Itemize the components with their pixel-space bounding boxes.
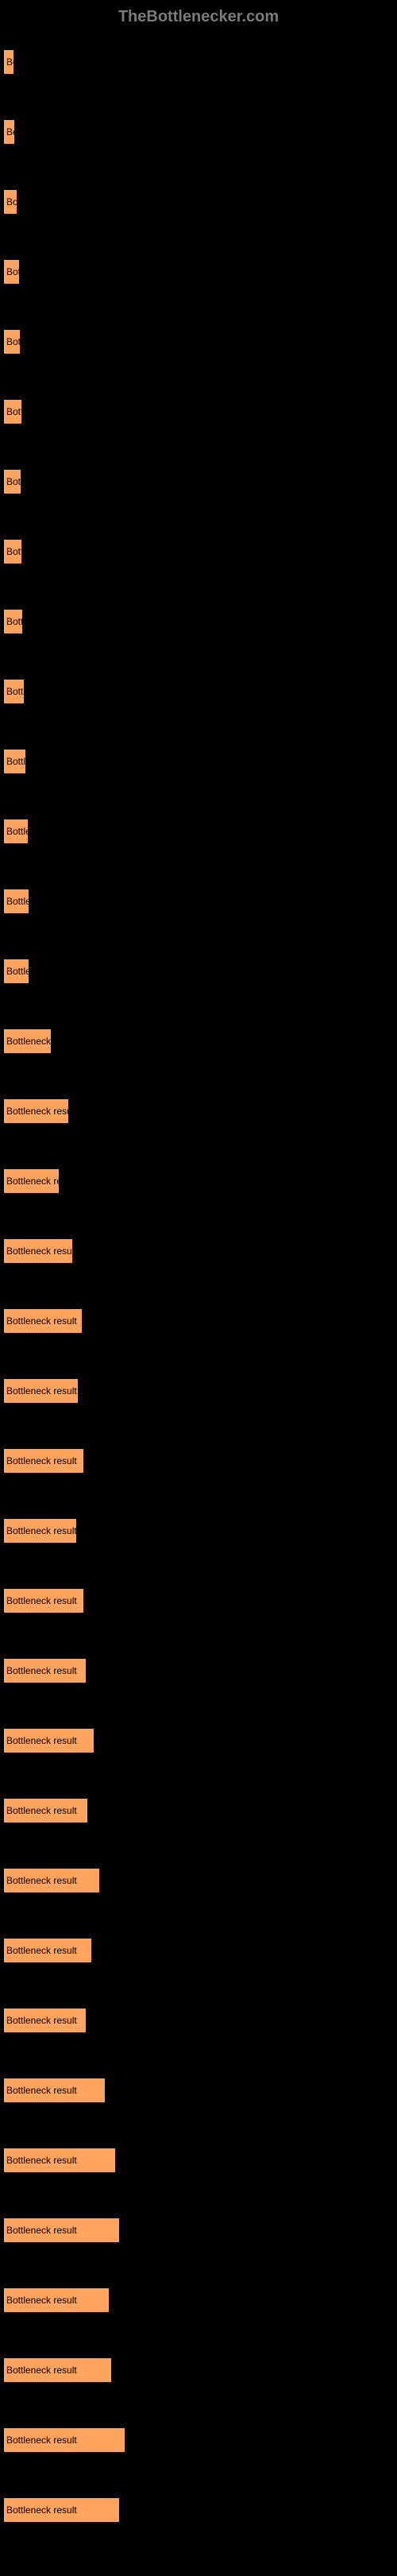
bar-label: Bottleneck result	[6, 2365, 77, 2376]
bar-label: Bottleneck result	[6, 56, 77, 68]
bar-row: Bottleneck result	[4, 1589, 393, 1613]
bar-label: Bottleneck result	[6, 1805, 77, 1816]
bar-label: Bottleneck result	[6, 1036, 77, 1047]
bar-label: Bottleneck result	[6, 616, 77, 627]
bar-label: Bottleneck result	[6, 966, 77, 977]
bar-label: Bottleneck result	[6, 546, 77, 557]
bar-row: Bottleneck result	[4, 1029, 393, 1053]
bar-row: Bottleneck result	[4, 750, 393, 773]
bar-label: Bottleneck result	[6, 686, 77, 697]
bar-label: Bottleneck result	[6, 2504, 77, 2516]
bar-label: Bottleneck result	[6, 1525, 77, 1536]
bar-row: Bottleneck result	[4, 2009, 393, 2032]
bar-row: Bottleneck result	[4, 2498, 393, 2522]
bar-row: Bottleneck result	[4, 1449, 393, 1473]
bar-label: Bottleneck result	[6, 1106, 77, 1117]
bar-row: Bottleneck result	[4, 2148, 393, 2172]
bar-label: Bottleneck result	[6, 196, 77, 207]
bar-row: Bottleneck result	[4, 1519, 393, 1543]
bar-row: Bottleneck result	[4, 330, 393, 354]
bar-row: Bottleneck result	[4, 1869, 393, 1892]
bar-label: Bottleneck result	[6, 896, 77, 907]
bar-label: Bottleneck result	[6, 2015, 77, 2026]
bar-row: Bottleneck result	[4, 819, 393, 843]
bar-row: Bottleneck result	[4, 1659, 393, 1683]
bar-row: Bottleneck result	[4, 400, 393, 424]
bar-label: Bottleneck result	[6, 2435, 77, 2446]
bar-row: Bottleneck result	[4, 2358, 393, 2382]
bar-row: Bottleneck result	[4, 260, 393, 284]
bar-row: Bottleneck result	[4, 2218, 393, 2242]
bottleneck-chart: Bottleneck result Bottleneck result Bottle…	[0, 50, 397, 2522]
bar-row: Bottleneck result	[4, 1239, 393, 1263]
bar-label: Bottleneck result	[6, 1315, 77, 1327]
bar-row: Bottleneck result	[4, 190, 393, 214]
site-header: TheBottlenecker.com	[0, 8, 397, 26]
bar-row: Bottleneck result	[4, 1309, 393, 1333]
bar-label: Bottleneck result	[6, 126, 77, 138]
bar-label: Bottleneck result	[6, 1665, 77, 1676]
bar-row: Bottleneck result	[4, 610, 393, 633]
bar-row: Bottleneck result	[4, 2078, 393, 2102]
bar-row: Bottleneck result	[4, 1379, 393, 1403]
bar-label: Bottleneck result	[6, 476, 77, 487]
bar-row: Bottleneck result	[4, 50, 393, 74]
bar-label: Bottleneck result	[6, 406, 77, 417]
bar-row: Bottleneck result	[4, 120, 393, 144]
bar-row: Bottleneck result	[4, 540, 393, 564]
bar-label: Bottleneck result	[6, 756, 77, 767]
bar-label: Bottleneck result	[6, 1595, 77, 1606]
bar-label: Bottleneck result	[6, 1735, 77, 1746]
bar-row: Bottleneck result	[4, 889, 393, 913]
bar-label: Bottleneck result	[6, 1176, 77, 1187]
bar-label: Bottleneck result	[6, 1245, 77, 1257]
bar-row: Bottleneck result	[4, 1799, 393, 1823]
bar-row: Bottleneck result	[4, 470, 393, 494]
bar-label: Bottleneck result	[6, 266, 77, 277]
bar-label: Bottleneck result	[6, 826, 77, 837]
bar-label: Bottleneck result	[6, 1455, 77, 1466]
bar-label: Bottleneck result	[6, 2155, 77, 2166]
bar-label: Bottleneck result	[6, 2085, 77, 2096]
bar-row: Bottleneck result	[4, 1169, 393, 1193]
bar-row: Bottleneck result	[4, 1939, 393, 1962]
bar-label: Bottleneck result	[6, 2295, 77, 2306]
bar-label: Bottleneck result	[6, 1385, 77, 1396]
bar-row: Bottleneck result	[4, 1729, 393, 1753]
bar-label: Bottleneck result	[6, 1875, 77, 1886]
bar-label: Bottleneck result	[6, 1945, 77, 1956]
bar-label: Bottleneck result	[6, 336, 77, 347]
bar-row: Bottleneck result	[4, 680, 393, 703]
bar-row: Bottleneck result	[4, 2428, 393, 2452]
bar-label: Bottleneck result	[6, 2225, 77, 2236]
bar-row: Bottleneck result	[4, 959, 393, 983]
bar-row: Bottleneck result	[4, 2288, 393, 2312]
bar-row: Bottleneck result	[4, 1099, 393, 1123]
